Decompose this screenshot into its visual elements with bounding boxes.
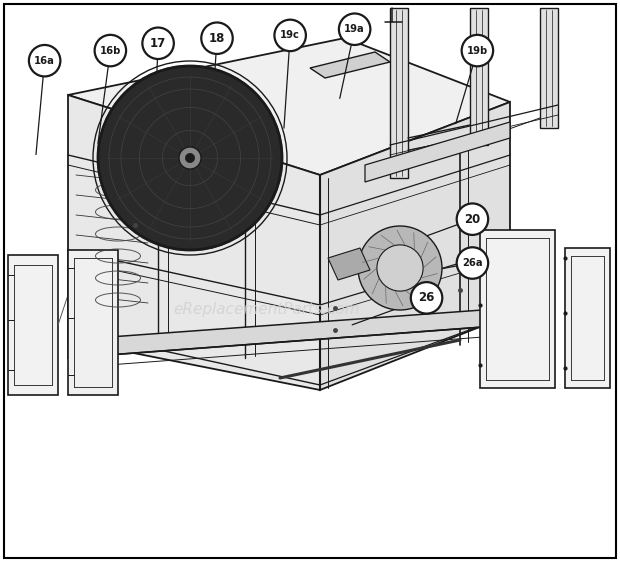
Text: 19a: 19a [344,24,365,34]
Polygon shape [8,255,58,395]
Polygon shape [320,102,510,390]
Text: eReplacementParts.com: eReplacementParts.com [173,302,360,316]
Polygon shape [310,52,390,78]
Polygon shape [470,8,488,145]
Polygon shape [540,8,558,128]
Circle shape [185,153,195,162]
Circle shape [411,282,442,314]
Polygon shape [328,248,370,280]
Polygon shape [365,122,510,182]
Text: 17: 17 [150,37,166,50]
Text: 16a: 16a [34,56,55,66]
Polygon shape [68,308,510,358]
Polygon shape [68,38,510,175]
Polygon shape [565,248,610,388]
Circle shape [202,22,232,54]
Polygon shape [68,95,320,390]
Circle shape [462,35,493,66]
Circle shape [358,226,442,310]
Circle shape [179,147,201,169]
Circle shape [143,28,174,59]
Circle shape [98,66,282,250]
Text: 16b: 16b [100,46,121,56]
Circle shape [339,13,370,45]
Text: 26: 26 [418,291,435,305]
Text: 20: 20 [464,212,480,226]
Text: 18: 18 [209,31,225,45]
Circle shape [457,203,488,235]
Circle shape [29,45,60,76]
Polygon shape [390,8,408,178]
Text: 26a: 26a [462,258,483,268]
Polygon shape [68,250,118,395]
Text: 19c: 19c [280,30,300,40]
Circle shape [377,245,423,291]
Circle shape [275,20,306,51]
Circle shape [95,35,126,66]
Polygon shape [480,230,555,388]
Circle shape [457,247,488,279]
Text: 19b: 19b [467,46,488,56]
